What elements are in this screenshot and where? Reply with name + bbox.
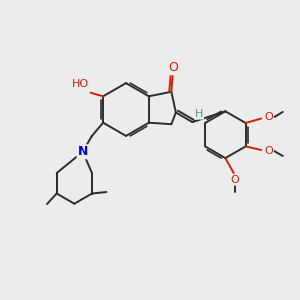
Text: O: O xyxy=(231,175,239,185)
Text: O: O xyxy=(264,112,273,122)
Text: H: H xyxy=(195,109,203,119)
Text: O: O xyxy=(168,61,178,74)
Text: HO: HO xyxy=(72,79,89,89)
Text: N: N xyxy=(77,145,88,158)
Text: O: O xyxy=(264,146,273,156)
